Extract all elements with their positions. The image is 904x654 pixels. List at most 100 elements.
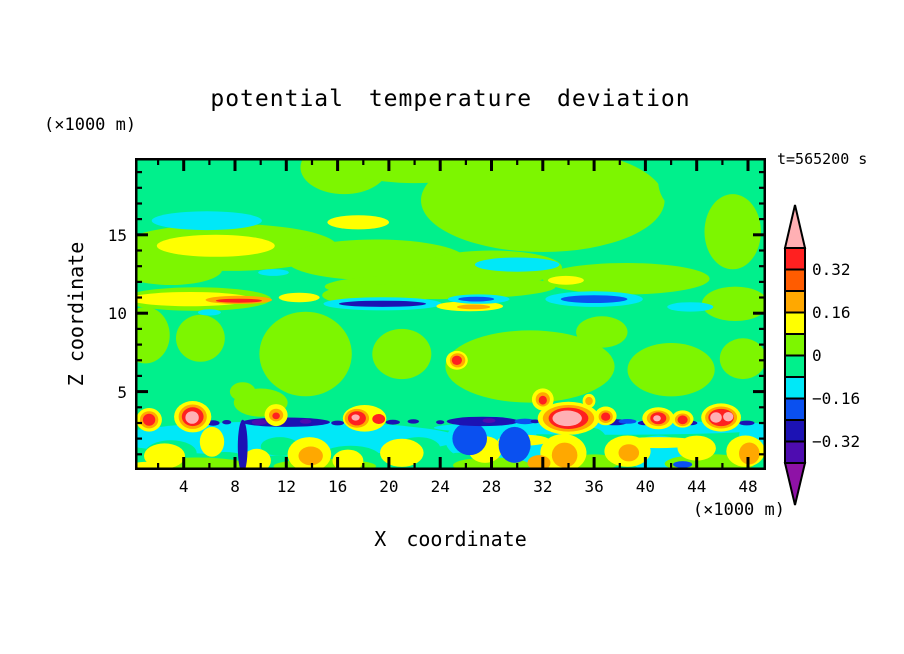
plot-frame [135, 158, 766, 470]
contour-plot [135, 158, 766, 470]
contour-blob-navy [739, 420, 755, 426]
contour-field [135, 158, 766, 470]
colorbar-segment-4 [784, 333, 806, 357]
contour-blob-pink [723, 412, 734, 422]
contour-blob-lime [229, 382, 256, 401]
contour-blob-navy [338, 300, 427, 307]
contour-blob-yellow [380, 438, 424, 467]
contour-blob-red [538, 395, 547, 405]
contour-blob-lime [372, 328, 432, 380]
z-tick-label-10: 10 [107, 304, 127, 324]
x-tick-label-20: 20 [379, 477, 399, 496]
colorbar [783, 204, 807, 506]
x-axis-title: X coordinate [374, 527, 527, 551]
contour-blob-lime [176, 314, 225, 362]
contour-blob-lime [542, 263, 710, 295]
colorbar-arrow-top [783, 204, 807, 249]
x-tick-label-44: 44 [687, 477, 707, 496]
contour-blob-orange [551, 442, 578, 468]
contour-blob-yellow [242, 448, 271, 470]
colorbar-segment-2 [784, 290, 806, 314]
contour-blob-red [372, 414, 386, 424]
contour-blob-lime [135, 307, 170, 364]
contour-blob-orange [618, 444, 640, 462]
contour-blob-lime [701, 286, 766, 321]
colorbar-label-2: 0 [812, 345, 822, 365]
contour-blob-orange [298, 446, 323, 466]
contour-blob-lime [704, 194, 761, 270]
contour-blob-yellow [199, 426, 225, 457]
contour-blob-yellow [156, 234, 275, 257]
contour-blob-blue [514, 418, 536, 425]
contour-blob-red [451, 355, 462, 365]
contour-blob-orange [585, 396, 593, 406]
contour-blob-pink [351, 414, 360, 421]
contour-blob-yellow [278, 292, 320, 303]
colorbar-arrow-bottom [783, 462, 807, 506]
contour-blob-cyan [667, 302, 714, 312]
colorbar-segment-6 [784, 376, 806, 400]
contour-blob-lime [576, 316, 628, 348]
contour-blob-orange [456, 304, 491, 310]
z-axis-unit-label: (×1000 m) [44, 115, 137, 135]
contour-blob-blue [673, 461, 693, 468]
contour-blob-lime [421, 158, 665, 252]
contour-blob-yellow [547, 275, 584, 285]
x-tick-label-4: 4 [178, 477, 189, 496]
x-tick-label-36: 36 [584, 477, 604, 496]
colorbar-segment-0 [784, 247, 806, 271]
colorbar-segment-9 [784, 440, 806, 464]
colorbar-label-3: −0.16 [812, 388, 861, 408]
contour-blob-blue [498, 426, 531, 463]
contour-blob-blue [458, 296, 495, 302]
contour-blob-lime [286, 239, 466, 281]
contour-blob-red [142, 413, 156, 426]
plot-title: potential temperature deviation [210, 86, 691, 112]
contour-blob-navy [331, 420, 344, 426]
contour-blob-blue [560, 295, 628, 303]
x-axis-unit-label: (×1000 m) [692, 500, 785, 520]
x-tick-label-8: 8 [230, 477, 240, 496]
contour-blob-pink [552, 410, 582, 427]
contour-blob-navy [385, 419, 400, 425]
colorbar-segment-8 [784, 419, 806, 443]
contour-blob-blue [618, 419, 637, 424]
x-tick-label-24: 24 [430, 477, 450, 496]
colorbar-segment-3 [784, 311, 806, 335]
contour-blob-cyan [474, 257, 560, 272]
time-annotation: t=565200 s [777, 150, 868, 168]
colorbar-segment-7 [784, 397, 806, 421]
contour-blob-cyan [197, 309, 221, 316]
contour-blob-cyan [151, 211, 262, 231]
contour-blob-lime [627, 343, 715, 397]
colorbar-label-4: −0.32 [812, 431, 861, 451]
contour-blob-orange [527, 455, 551, 470]
contour-blob-violet [482, 418, 496, 423]
x-tick-label-12: 12 [276, 477, 296, 496]
contour-blob-navy [530, 419, 540, 424]
contour-blob-lime [135, 253, 223, 285]
contour-blob-pink [185, 411, 199, 424]
x-tick-label-48: 48 [738, 477, 758, 496]
contour-blob-violet [299, 419, 312, 424]
contour-blob-yellow [332, 449, 364, 470]
colorbar-label-0: 0.32 [812, 259, 851, 279]
z-tick-label-15: 15 [107, 225, 127, 245]
contour-blob-red [272, 412, 280, 420]
contour-blob-pink [653, 415, 661, 422]
x-tick-label-28: 28 [481, 477, 502, 496]
contour-blob-navy [237, 419, 248, 470]
contour-blob-red [601, 412, 611, 421]
contour-blob-yellow [327, 215, 389, 230]
contour-blob-navy [222, 420, 232, 425]
contour-blob-navy [436, 420, 445, 425]
colorbar-segment-1 [784, 268, 806, 292]
contour-blob-red [677, 415, 688, 425]
z-tick-label-5: 5 [117, 382, 127, 402]
colorbar-segment-5 [784, 354, 806, 378]
contour-blob-red [215, 298, 262, 303]
x-tick-label-32: 32 [533, 477, 553, 496]
contour-blob-lime [445, 330, 615, 403]
contour-blob-yellow [677, 435, 716, 461]
